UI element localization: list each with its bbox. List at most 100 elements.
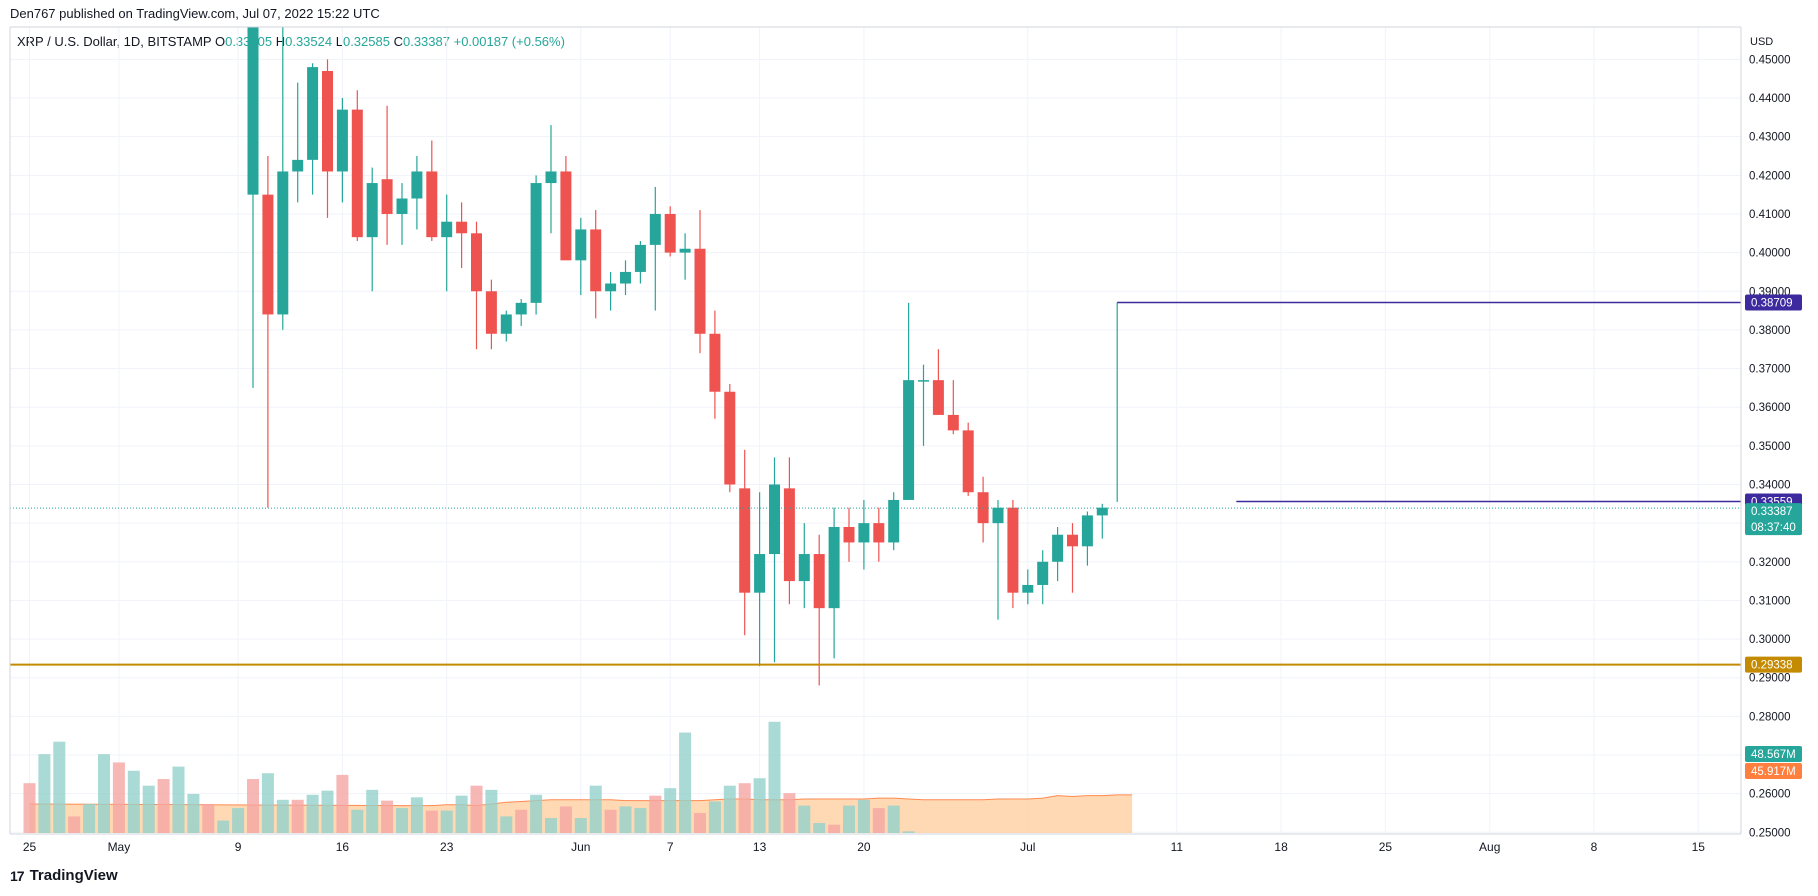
tradingview-logo[interactable]: 17 TradingView bbox=[10, 867, 118, 884]
volume-bar bbox=[887, 805, 900, 833]
candle-body bbox=[322, 70, 333, 172]
volume-bar bbox=[619, 806, 632, 833]
candle-body bbox=[1022, 584, 1034, 593]
candle-body bbox=[858, 523, 870, 543]
volume-bar bbox=[485, 789, 498, 833]
volume-bar bbox=[396, 808, 408, 833]
y-tick-label: 0.29000 bbox=[1749, 673, 1791, 685]
candle-body bbox=[515, 302, 527, 315]
volume-bar bbox=[783, 793, 796, 833]
candle-body bbox=[813, 554, 825, 609]
volume-value-badge bbox=[1745, 746, 1802, 762]
plot-area bbox=[10, 27, 1741, 833]
y-tick-label: 0.37000 bbox=[1749, 364, 1791, 376]
candle-body bbox=[709, 333, 721, 392]
volume-bar bbox=[83, 803, 96, 833]
volume-bar bbox=[828, 824, 841, 833]
y-tick-label: 0.36000 bbox=[1749, 402, 1791, 414]
close-value: 0.33387 bbox=[402, 34, 450, 49]
y-tick-label: 0.43000 bbox=[1749, 132, 1791, 144]
y-tick-label: 0.28000 bbox=[1749, 711, 1791, 723]
x-tick-label: May bbox=[108, 840, 131, 854]
high-label: H bbox=[275, 34, 286, 49]
volume-ma-value-badge bbox=[1745, 763, 1802, 779]
candle-body bbox=[694, 248, 706, 334]
candle-body bbox=[962, 430, 974, 493]
candle-body bbox=[277, 171, 289, 315]
candle-body bbox=[545, 171, 557, 184]
x-tick-label: 13 bbox=[753, 840, 767, 854]
x-tick-label: 25 bbox=[1379, 840, 1393, 854]
volume-bar bbox=[276, 799, 289, 833]
candle-body bbox=[441, 221, 453, 238]
candle-body bbox=[724, 391, 736, 485]
x-tick-label: Jun bbox=[571, 840, 590, 854]
candle-body bbox=[992, 507, 1004, 524]
candle-body bbox=[485, 291, 497, 334]
volume-bar bbox=[381, 800, 394, 833]
volume-bar bbox=[500, 816, 513, 833]
close-label: C bbox=[393, 34, 403, 49]
volume-bar bbox=[321, 790, 334, 833]
tradingview-brand: TradingView bbox=[29, 867, 118, 884]
volume-bar bbox=[53, 741, 66, 833]
volume-bar bbox=[694, 813, 706, 833]
candle-body bbox=[1067, 534, 1078, 547]
volume-bar bbox=[664, 788, 677, 833]
x-tick-label: Aug bbox=[1479, 840, 1500, 854]
candle-body bbox=[769, 484, 780, 555]
x-tick-label: 16 bbox=[336, 840, 350, 854]
volume-bar bbox=[604, 809, 617, 833]
y-tick-label: 0.35000 bbox=[1749, 441, 1791, 453]
volume-bar bbox=[753, 778, 766, 833]
x-tick-label: 25 bbox=[23, 840, 37, 854]
volume-bar bbox=[679, 732, 692, 833]
candle-body bbox=[336, 109, 348, 172]
candle-body bbox=[530, 183, 542, 303]
y-tick-label: 0.31000 bbox=[1749, 595, 1791, 607]
volume-bar bbox=[530, 794, 543, 833]
last-price-label: 0.33387 bbox=[1751, 506, 1793, 518]
candle-body bbox=[560, 171, 572, 261]
candle-body bbox=[679, 248, 691, 253]
candle-body bbox=[798, 554, 810, 582]
volume-ma-value-label: 45.917M bbox=[1751, 766, 1796, 778]
volume-bar bbox=[872, 808, 885, 833]
candle-body bbox=[783, 488, 795, 582]
candle-body bbox=[947, 414, 959, 431]
y-tick-label: 0.26000 bbox=[1749, 789, 1791, 801]
candle-body bbox=[977, 492, 989, 524]
volume-bar bbox=[336, 774, 349, 833]
candle-body bbox=[1052, 534, 1064, 562]
volume-bar bbox=[157, 779, 170, 833]
candle-body bbox=[471, 233, 482, 292]
candle-body bbox=[1007, 507, 1019, 593]
y-tick-label: 0.40000 bbox=[1749, 248, 1791, 260]
volume-bar bbox=[202, 803, 215, 833]
volume-bar bbox=[708, 801, 721, 833]
x-tick-label: Jul bbox=[1020, 840, 1035, 854]
y-tick-label: 0.45000 bbox=[1749, 54, 1791, 66]
candle-body bbox=[634, 244, 646, 272]
candle-body bbox=[903, 380, 915, 500]
volume-bar bbox=[813, 823, 826, 833]
candle-body bbox=[575, 229, 587, 261]
candle-body bbox=[396, 198, 408, 214]
volume-bar bbox=[440, 810, 453, 833]
candle-body bbox=[739, 488, 751, 593]
volume-bar bbox=[649, 795, 662, 833]
candle-body bbox=[262, 194, 274, 315]
volume-bar bbox=[291, 799, 304, 833]
candle-body bbox=[366, 183, 378, 238]
volume-bar bbox=[470, 785, 483, 833]
publish-info: Den767 published on TradingView.com, Jul… bbox=[10, 6, 380, 21]
y-tick-label: 0.34000 bbox=[1749, 479, 1791, 491]
x-tick-label: 18 bbox=[1274, 840, 1288, 854]
candle-body bbox=[605, 283, 617, 292]
candle-body bbox=[754, 554, 766, 593]
y-tick-label: 0.42000 bbox=[1749, 170, 1791, 182]
volume-bar bbox=[112, 762, 125, 833]
y-tick-label: 0.41000 bbox=[1749, 209, 1791, 221]
tradingview-logo-icon: 17 bbox=[10, 867, 25, 884]
